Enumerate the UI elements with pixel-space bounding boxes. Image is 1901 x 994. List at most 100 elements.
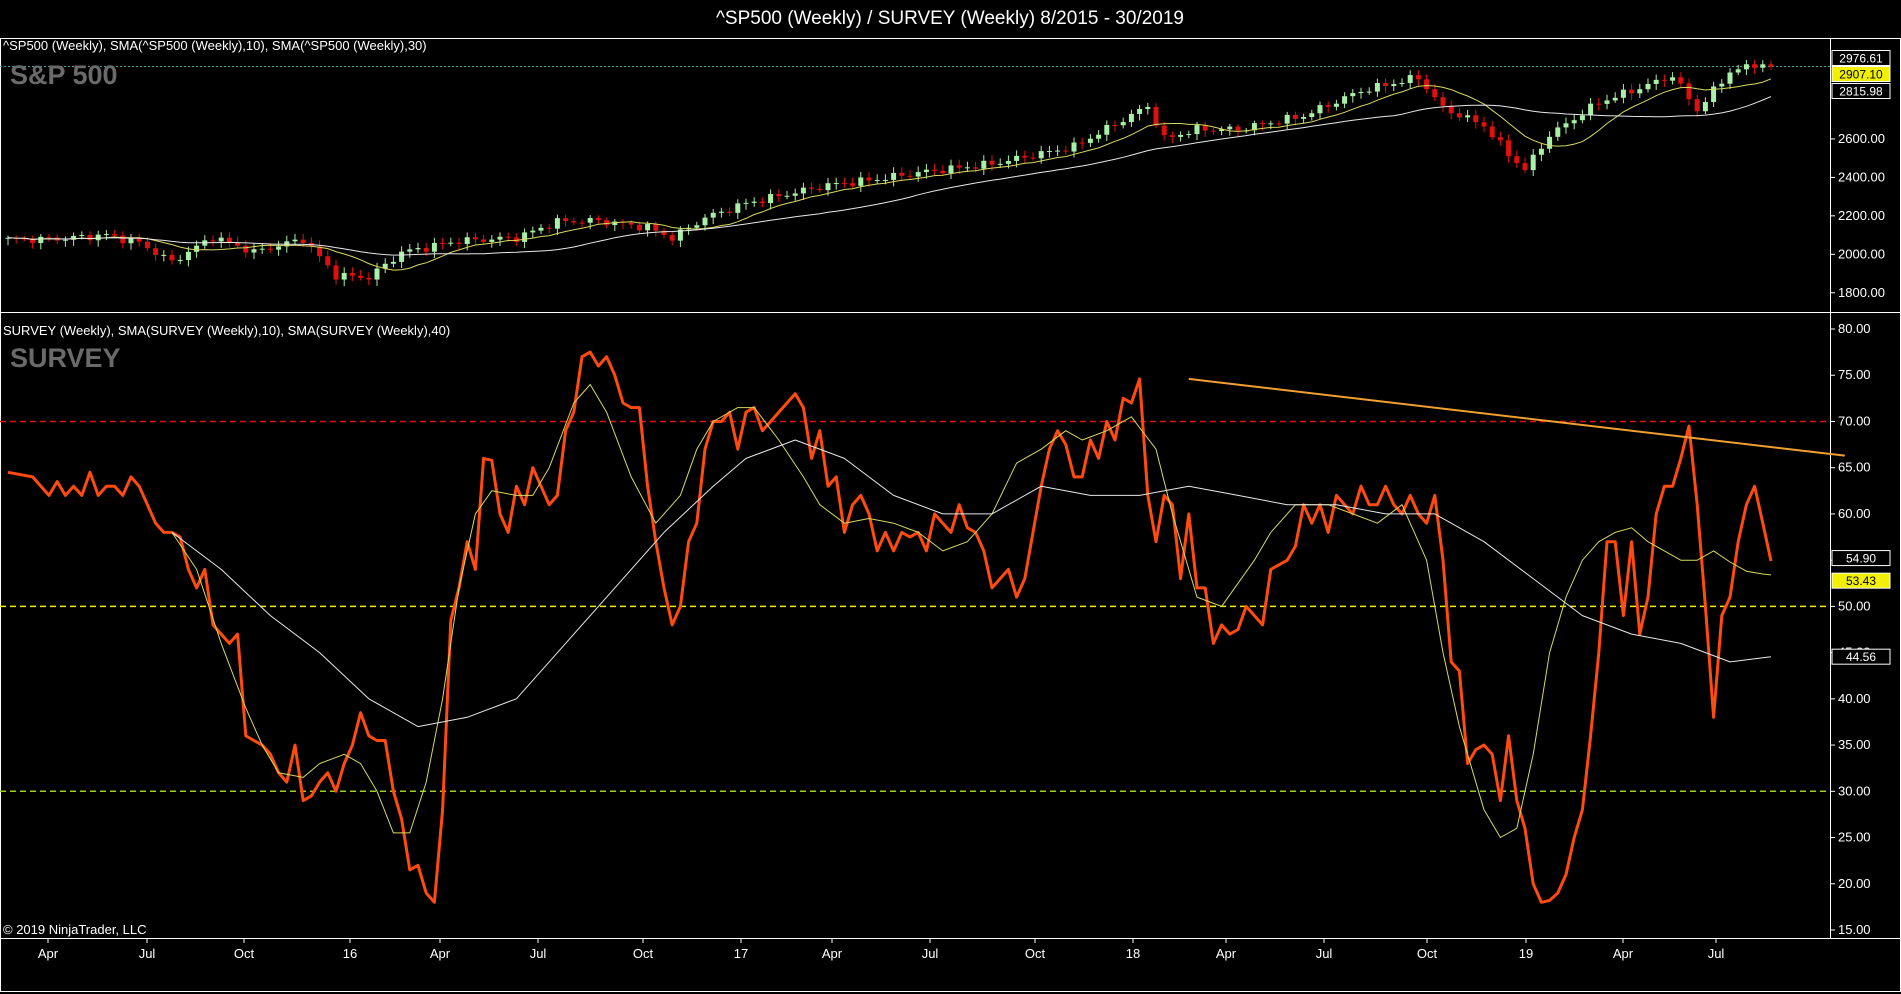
candle-body: [907, 175, 913, 177]
candle-body: [1309, 113, 1315, 117]
candle-body: [21, 238, 27, 240]
candle-body: [243, 245, 249, 253]
candle-body: [1137, 109, 1143, 114]
candle-body: [1153, 106, 1159, 126]
candle-body: [1571, 120, 1577, 124]
candle-body: [267, 248, 273, 250]
price-panel[interactable]: [5, 59, 1774, 287]
candle-body: [759, 201, 765, 204]
candle-body: [317, 246, 323, 257]
survey-axis-tick-label: 15.00: [1838, 922, 1871, 937]
candle-body: [1719, 83, 1725, 87]
candle-body: [1465, 115, 1471, 118]
candle-body: [850, 183, 856, 186]
price-badge-close: 2976.61: [1839, 52, 1883, 66]
candle-body: [1251, 123, 1257, 131]
survey-panel-watermark: SURVEY: [10, 343, 121, 373]
candle-body: [440, 242, 446, 244]
time-axis-tick-label: Jul: [1316, 946, 1333, 961]
candle-body: [792, 193, 798, 196]
candle-body: [1399, 82, 1405, 85]
candle-body: [1735, 69, 1741, 73]
candle-body: [1760, 64, 1766, 68]
candle-body: [866, 177, 872, 181]
candle-body: [1366, 91, 1372, 93]
candle-body: [235, 242, 241, 246]
resistance-trendline: [1188, 377, 1845, 457]
price-panel-header: ^SP500 (Weekly), SMA(^SP500 (Weekly),10)…: [3, 38, 427, 53]
candle-body: [1637, 89, 1643, 94]
candle-body: [1604, 100, 1610, 104]
candle-body: [1645, 83, 1651, 90]
candle-body: [530, 230, 536, 233]
candle-body: [1235, 126, 1241, 131]
candle-body: [38, 236, 44, 243]
candle-body: [784, 195, 790, 197]
price-badge-box: [1831, 550, 1891, 567]
survey-axis-tick-label: 70.00: [1838, 413, 1871, 428]
candle-body: [1407, 75, 1413, 83]
candle-body: [505, 236, 511, 238]
candle-body: [571, 221, 577, 223]
candle-body: [727, 211, 733, 213]
candle-body: [1481, 122, 1487, 127]
candle-body: [1104, 124, 1110, 135]
candle-body: [587, 218, 593, 223]
candle-body: [1711, 86, 1717, 103]
candle-body: [407, 249, 413, 252]
price-axis-tick-label: 2000.00: [1838, 246, 1885, 261]
price-badge-sma10: 2907.10: [1839, 68, 1883, 82]
candle-body: [964, 167, 970, 169]
candle-body: [538, 227, 544, 231]
candle-body: [325, 256, 331, 266]
candle-body: [456, 242, 462, 244]
candle-body: [1284, 114, 1290, 124]
survey-panel-header: SURVEY (Weekly), SMA(SURVEY (Weekly),10)…: [3, 323, 450, 338]
candle-body: [1374, 83, 1380, 92]
candle-body: [1506, 140, 1512, 157]
candle-body: [1661, 79, 1667, 81]
candle-body: [1456, 113, 1462, 118]
candle-body: [497, 236, 503, 240]
candle-body: [817, 188, 823, 191]
price-axis-tick-label: 2200.00: [1838, 208, 1885, 223]
survey-axis-tick-label: 80.00: [1838, 321, 1871, 336]
candle-body: [956, 165, 962, 168]
survey-axis-tick-label: 40.00: [1838, 691, 1871, 706]
candle-body: [612, 221, 618, 226]
candle-body: [390, 261, 396, 264]
candle-body: [218, 237, 224, 242]
candle-body: [300, 239, 306, 243]
candle-body: [177, 260, 183, 262]
candle-body: [103, 234, 109, 236]
price-badge-survey: 54.90: [1846, 552, 1876, 566]
candle-body: [120, 235, 126, 244]
axes-labels: 2600.00 2400.00 2200.00 2000.00 1800.00 80.00…: [38, 50, 1891, 961]
time-axis-tick-label: Oct: [633, 946, 654, 961]
candle-body: [751, 201, 757, 203]
candle-body: [1342, 96, 1348, 104]
candle-body: [923, 169, 929, 173]
candle-body: [1350, 93, 1356, 97]
survey-panel[interactable]: [7, 350, 1845, 904]
time-axis-tick-label: 18: [1126, 946, 1140, 961]
candle-body: [702, 217, 708, 226]
candle-body: [1128, 113, 1134, 123]
candle-body: [1555, 127, 1561, 137]
candle-body: [1112, 124, 1118, 126]
candle-body: [112, 234, 118, 236]
price-axis-tick-label: 1800.00: [1838, 285, 1885, 300]
candle-body: [1694, 99, 1700, 112]
candle-body: [833, 183, 839, 185]
candle-body: [735, 203, 741, 213]
price-axis-tick-label: 2400.00: [1838, 169, 1885, 184]
candle-body: [1178, 134, 1184, 137]
candle-body: [1202, 125, 1208, 131]
candle-body: [1440, 97, 1446, 106]
candle-body: [46, 236, 52, 238]
candle-body: [472, 237, 478, 240]
candle-body: [1046, 151, 1052, 153]
candle-body: [1538, 148, 1544, 155]
